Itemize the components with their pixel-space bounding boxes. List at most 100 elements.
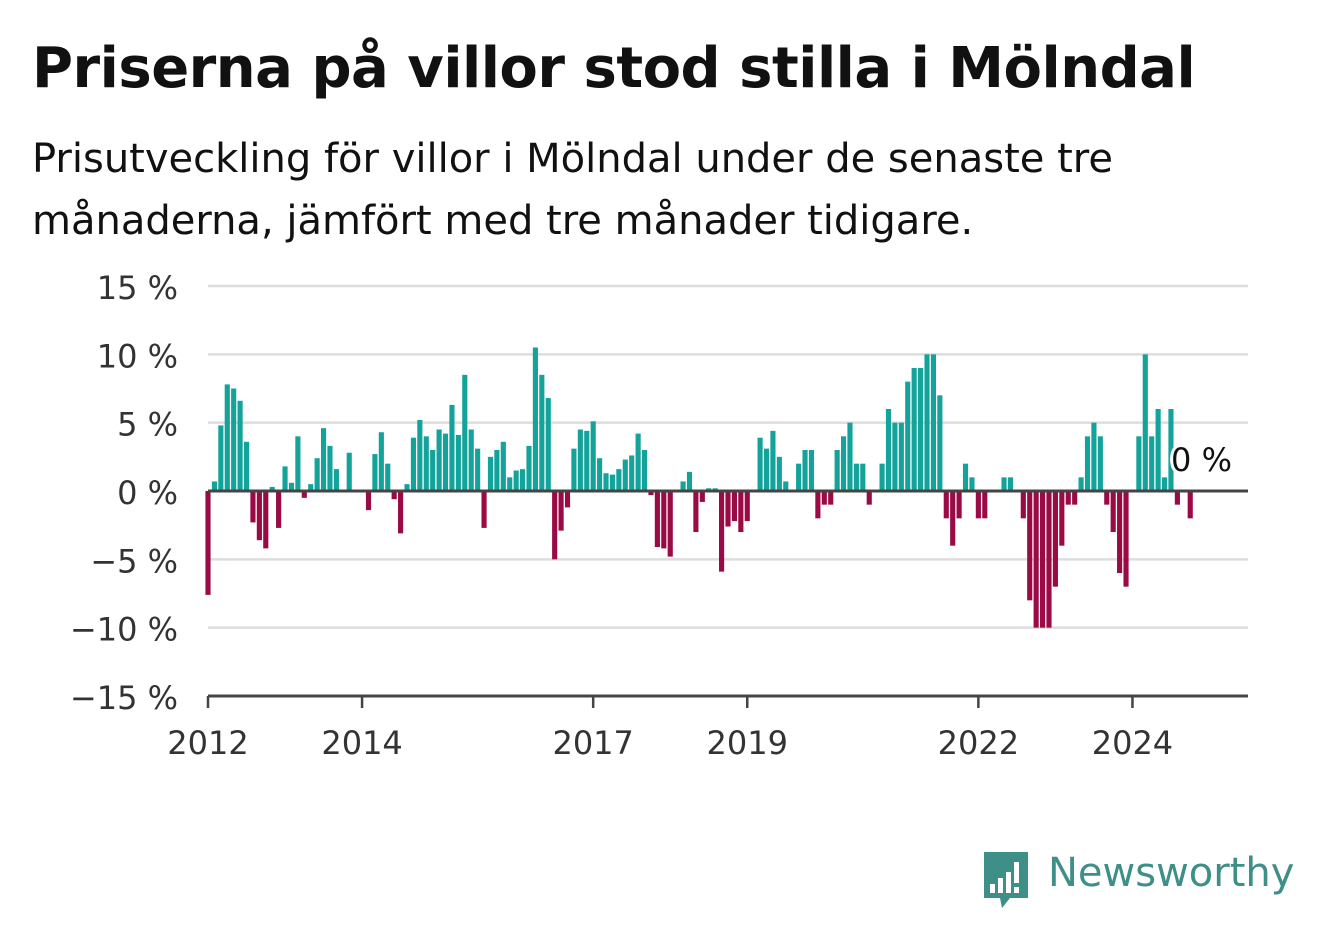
bar [1110,491,1116,532]
bar [365,491,372,511]
bar [346,452,352,491]
bars [205,347,1193,628]
bar [301,491,307,498]
bar [738,491,744,532]
bar [1149,436,1155,491]
bar [590,421,596,491]
bar [410,437,416,491]
bar [719,491,725,572]
bar [282,466,288,491]
bar [468,429,474,491]
bar [500,441,506,491]
bar [243,441,250,491]
axes [208,489,1248,698]
bar [1123,491,1129,587]
bar [1059,491,1065,546]
x-tick-label: 2012 [167,724,248,762]
bar [597,458,603,491]
bar [898,422,904,491]
y-tick-label: −15 % [70,679,178,717]
bar [584,430,590,491]
bar [924,354,930,491]
bar [731,491,737,522]
bar [327,445,333,491]
bar [943,491,949,519]
bar [834,450,840,491]
bar [892,422,898,491]
bar [481,491,487,528]
logo-icon [984,852,1028,908]
bar [776,456,782,491]
bar [918,368,924,491]
bar [1072,491,1078,505]
bar [975,491,981,519]
bar [532,347,538,491]
bar [539,374,545,491]
bar [513,470,519,491]
bar [231,388,237,491]
chart-title: Priserna på villor stod stilla i Mölndal [32,36,1196,101]
bar [783,481,789,491]
bar [320,428,327,491]
bar [1065,491,1071,505]
y-tick-label: 15 % [97,269,178,307]
bar [969,477,975,491]
bar [378,432,384,491]
bar [526,445,532,491]
bar [1078,477,1084,491]
bar [1097,436,1103,491]
bar [757,437,763,491]
bar [866,491,872,505]
bar [1168,409,1174,491]
bar [263,491,269,549]
x-tick-label: 2014 [321,724,402,762]
bar [372,454,378,491]
bar [911,368,917,491]
bar [661,491,667,549]
bar [218,425,224,491]
bar [333,469,339,491]
x-tick-label: 2022 [938,724,1019,762]
bar [821,491,827,505]
bar [571,448,577,491]
bar [879,463,885,491]
bar [250,491,256,523]
bar [487,456,494,491]
bar [417,419,423,491]
bar [1033,491,1039,628]
bar [654,491,660,548]
bar [699,491,705,502]
bar [641,450,648,491]
y-axis-ticks: 15 % 10 % 5 % 0 % −5 % −10 % −15 % [70,269,178,717]
bar [404,484,410,491]
y-tick-label: −5 % [90,542,178,580]
bar [1020,491,1026,519]
bar [763,448,770,491]
bar [577,429,583,491]
bar [635,433,641,491]
bar [1104,491,1110,505]
bar [1117,491,1123,573]
bar [237,400,243,491]
bar [314,458,320,491]
bar [905,381,911,491]
bar [1040,491,1046,628]
bar [475,448,481,491]
bar [802,450,808,491]
bar [449,404,455,491]
bar [680,481,686,491]
x-tick-label: 2024 [1092,724,1173,762]
bar [744,491,750,522]
bar [1091,422,1097,491]
bar [1136,436,1142,491]
bar [982,491,988,519]
bar [1046,491,1052,628]
bar [545,398,551,491]
bar [1084,436,1091,491]
bar [693,491,699,532]
bar [860,463,866,491]
y-tick-label: −10 % [70,611,178,649]
y-tick-label: 10 % [97,337,178,375]
bar [950,491,956,546]
